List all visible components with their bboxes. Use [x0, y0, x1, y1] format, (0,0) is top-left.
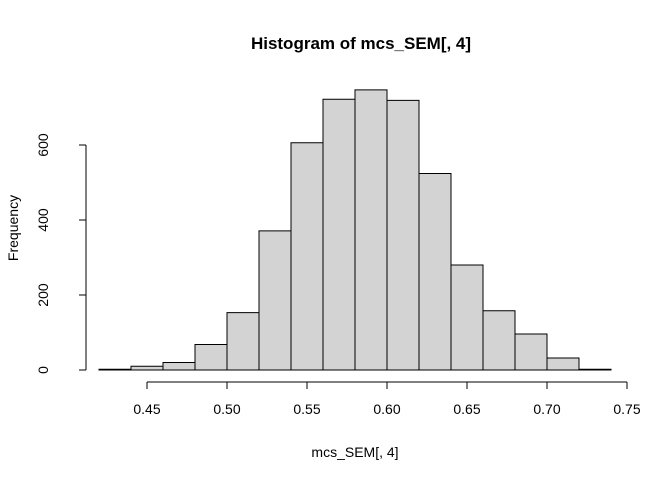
x-tick-label: 0.65: [453, 401, 480, 417]
x-axis-label: mcs_SEM[, 4]: [311, 444, 398, 460]
x-tick-label: 0.60: [373, 401, 400, 417]
x-axis: 0.45 0.50 0.55 0.60 0.65 0.70 0.75: [133, 381, 641, 417]
y-tick-label: 600: [35, 133, 51, 157]
histogram-bar: [546, 357, 580, 371]
x-tick-label: 0.70: [533, 401, 560, 417]
histogram-bar: [258, 230, 292, 371]
histogram-bar: [450, 264, 484, 371]
histogram-bar: [578, 368, 612, 371]
histogram-bar: [482, 310, 516, 371]
bars-group: [98, 89, 612, 371]
histogram-bar: [226, 312, 260, 371]
histogram-bar: [418, 173, 452, 371]
histogram-bar: [354, 89, 388, 371]
y-tick-label: 200: [35, 283, 51, 307]
y-tick-label: 400: [35, 208, 51, 232]
histogram-bar: [322, 98, 356, 371]
histogram-bar: [162, 362, 196, 371]
y-axis: 0 200 400 600: [35, 133, 87, 374]
histogram-bar: [130, 365, 164, 371]
chart-title: Histogram of mcs_SEM[, 4]: [251, 34, 471, 53]
histogram-bar: [290, 142, 324, 371]
y-tick-label: 0: [35, 366, 51, 374]
x-tick-label: 0.75: [613, 401, 640, 417]
histogram-bar: [514, 333, 548, 371]
histogram-bar: [386, 99, 420, 371]
x-tick-label: 0.50: [213, 401, 240, 417]
x-tick-label: 0.55: [293, 401, 320, 417]
histogram-bar: [98, 368, 132, 371]
histogram-bar: [194, 344, 228, 371]
y-axis-label: Frequency: [5, 195, 21, 261]
x-tick-label: 0.45: [133, 401, 160, 417]
